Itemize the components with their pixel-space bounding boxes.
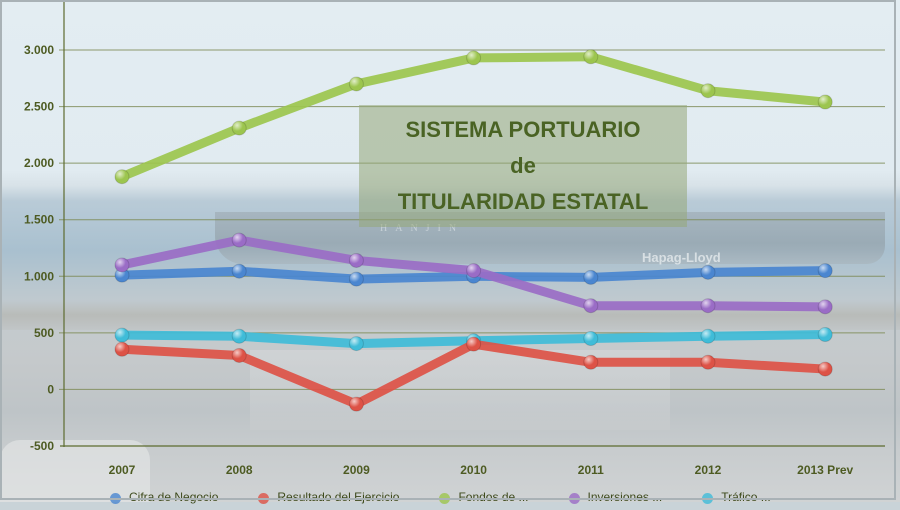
series-2: [114, 49, 833, 185]
photo-storage-tank: [0, 440, 150, 502]
x-tick-label: 2011: [578, 463, 604, 477]
y-axis-ticks: -500 0 500 1.000 1.500 2.000 2.500 3.000: [24, 43, 54, 453]
y-tick-label: 2.500: [24, 100, 54, 114]
chart-title-box: SISTEMA PORTUARIO de TITULARIDAD ESTATAL: [359, 105, 687, 227]
legend-swatch-cifra: [110, 493, 121, 504]
legend-swatch-resultado: [258, 493, 270, 504]
chart-legend: Cifra de Negocio Resultado del Ejercicio…: [110, 490, 890, 510]
y-tick-label: 2.000: [24, 156, 54, 170]
series-3: [114, 232, 833, 315]
legend-swatch-fondos: [439, 493, 451, 504]
y-tick-label: 1.000: [24, 269, 54, 283]
y-tick-label: 1.500: [24, 213, 54, 227]
y-tick-label: 3.000: [24, 43, 54, 57]
chart-title-line-3: TITULARIDAD ESTATAL: [397, 189, 649, 214]
photo-ship-name-hapag: Hapag-Lloyd: [642, 250, 721, 265]
y-tick-label: -500: [30, 439, 54, 453]
y-tick-label: 0: [47, 382, 54, 396]
photo-ship-name-hanjin: HANJIN: [380, 223, 465, 234]
legend-label: Cifra de Negocio: [129, 490, 219, 504]
chart-title-line-1: SISTEMA PORTUARIO: [405, 117, 641, 142]
x-tick-label: 2012: [695, 463, 722, 477]
y-tick-label: 500: [34, 326, 54, 340]
x-axis-ticks: 2007 2008 2009 2010 2011 2012 2013 Prev: [109, 463, 854, 477]
axes: [60, 0, 885, 447]
legend-label: Inversiones ...: [587, 490, 663, 504]
data-series: [114, 49, 833, 412]
x-tick-label: 2007: [109, 463, 136, 477]
x-tick-label: 2008: [226, 463, 253, 477]
series-1: [114, 336, 833, 412]
legend-label: Resultado del Ejercicio: [277, 490, 400, 504]
legend-swatch-trafico: [702, 493, 714, 504]
x-tick-label: 2013 Prev: [797, 463, 853, 477]
x-tick-label: 2009: [343, 463, 370, 477]
legend-label: Fondos de ...: [458, 490, 529, 504]
x-tick-label: 2010: [460, 463, 487, 477]
chart-title-line-2: de: [510, 153, 536, 178]
legend-label: Tráfico ...: [721, 490, 771, 504]
legend-swatch-inversiones: [568, 493, 580, 504]
